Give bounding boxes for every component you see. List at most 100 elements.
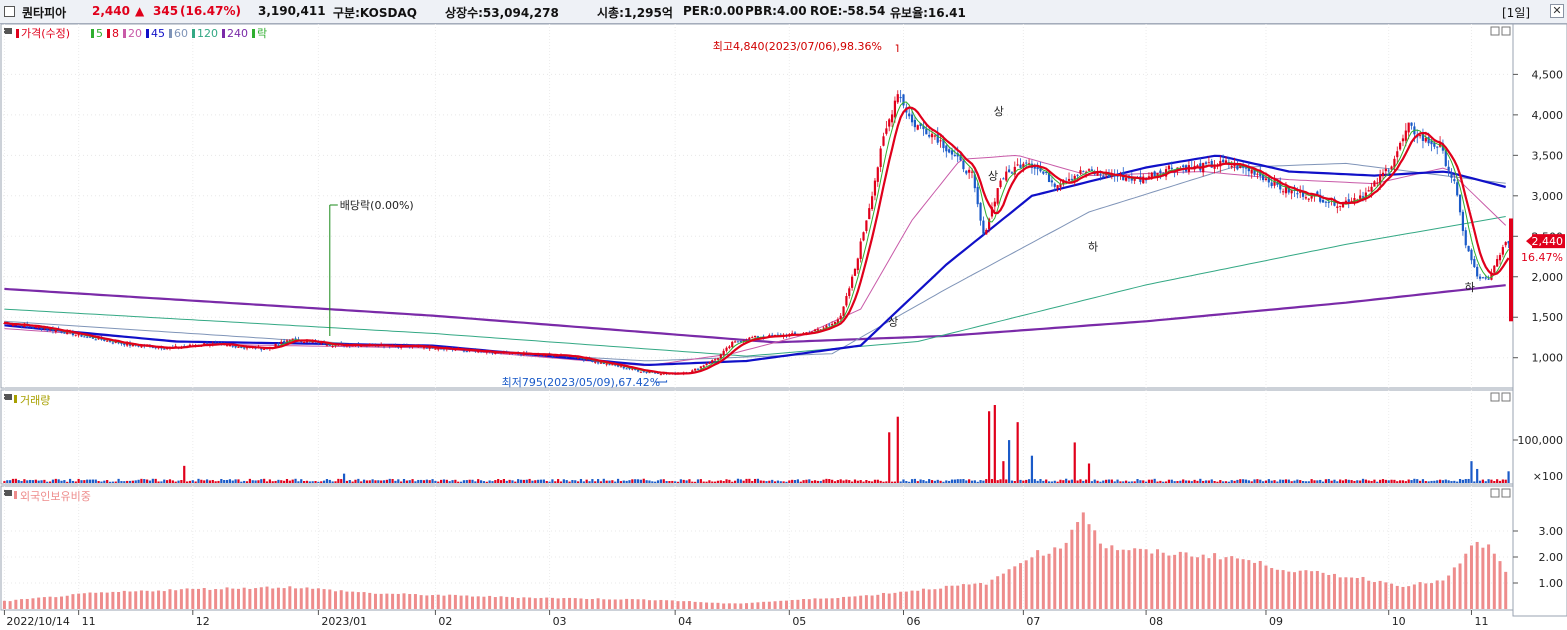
volume-bar (1222, 481, 1225, 483)
foreign-bar (625, 598, 629, 609)
volume-bar (382, 480, 386, 483)
foreign-bar (876, 594, 880, 609)
volume-bar (885, 481, 888, 483)
candle-body (1339, 205, 1342, 207)
candle-body (1490, 272, 1493, 280)
volume-bar (457, 481, 460, 483)
volume-bar (3, 481, 6, 483)
foreign-bar (870, 595, 874, 609)
candle-body (1045, 171, 1048, 173)
candle-body (582, 359, 585, 361)
candle-body (1467, 245, 1470, 252)
candle-body (648, 372, 651, 374)
volume-bar (368, 480, 371, 483)
volume-bar (862, 481, 865, 483)
candle-body (848, 288, 851, 296)
candle-body (83, 336, 86, 338)
volume-bar (822, 479, 825, 483)
volume-bar (1210, 479, 1213, 483)
foreign-bar (1030, 557, 1034, 609)
volume-bar (1202, 480, 1205, 483)
candle-body (1327, 201, 1330, 203)
volume-bar (311, 481, 314, 483)
candle-body (890, 114, 894, 123)
volume-bar (616, 478, 620, 483)
volume-bar (1079, 479, 1082, 483)
low-annotation: 최저795(2023/05/09),67.42% (502, 376, 661, 389)
volume-bar (1096, 480, 1099, 483)
volume-bar (1458, 479, 1462, 483)
volume-bar (925, 481, 928, 483)
volume-bar (1276, 481, 1279, 483)
volume-bar (511, 480, 514, 483)
candle-body (1287, 187, 1290, 193)
stock-name[interactable]: 퀀타피아 (22, 6, 67, 20)
close-icon[interactable]: ✕ (1550, 4, 1564, 18)
foreign-bar (1270, 568, 1274, 609)
foreign-bar (37, 597, 41, 609)
candle-body (1476, 266, 1479, 277)
volume-bar (702, 481, 705, 483)
volume-bar (756, 478, 760, 483)
volume-bar (274, 480, 277, 483)
candle-body (622, 366, 625, 369)
volume-bar (608, 480, 611, 483)
volume-bar (893, 481, 897, 483)
candle-body (108, 339, 112, 342)
foreign-bar (864, 595, 868, 609)
candle-body (859, 241, 862, 259)
foreign-bar (242, 587, 246, 609)
candle-body (277, 343, 280, 345)
foreign-bar (1315, 570, 1319, 609)
foreign-bar (973, 583, 977, 609)
candle-body (1167, 165, 1171, 170)
candle-body (40, 327, 43, 330)
volume-bar (679, 479, 682, 483)
volume-bar (88, 479, 92, 483)
volume-bar (71, 480, 75, 483)
candle-body (328, 344, 331, 346)
period-selector[interactable]: [1일] (1502, 6, 1531, 20)
candle-body (876, 167, 879, 182)
candle-body (970, 171, 974, 173)
select-checkbox[interactable] (4, 6, 15, 17)
volume-bar (1184, 480, 1188, 483)
volume-bar (522, 479, 525, 483)
y-tick-label: 2,000 (1532, 271, 1564, 284)
foreign-bar (1093, 530, 1097, 609)
volume-bar (494, 480, 497, 483)
volume-bar (1116, 479, 1119, 483)
volume-bar (1173, 481, 1176, 483)
candle-body (1407, 122, 1410, 133)
volume-bar (611, 480, 614, 483)
foreign-bar (379, 593, 383, 609)
header-bar: 퀀타피아 2,440 ▲ 345 (16.47%) 3,190,411 구분:K… (0, 0, 1567, 24)
foreign-bar (179, 589, 183, 609)
volume-bar (305, 480, 309, 483)
foreign-bar (236, 588, 240, 609)
candle-body (579, 358, 583, 360)
foreign-bar (533, 598, 537, 609)
volume-bar (999, 479, 1002, 483)
volume-bar (171, 480, 174, 483)
foreign-bar (933, 589, 937, 609)
volume-bar (705, 481, 708, 483)
volume-bar (1065, 478, 1068, 483)
volume-bar (200, 479, 203, 483)
candle-body (574, 356, 577, 359)
volume-bar (194, 481, 197, 483)
candle-body (845, 296, 848, 306)
volume-bar (990, 479, 994, 483)
candle-body (1079, 170, 1082, 174)
foreign-bar (1144, 549, 1148, 609)
candle-body (1253, 169, 1256, 175)
candle-body (1019, 164, 1022, 168)
volume-bar (205, 479, 209, 483)
upper-limit-marker: 상 (994, 105, 1004, 118)
foreign-bar (385, 593, 389, 609)
dividend-annotation: 배당락(0.00%) (340, 199, 414, 212)
volume-bar (1447, 480, 1450, 483)
foreign-bar (1087, 524, 1091, 609)
candle-body (1025, 162, 1028, 164)
candle-body (48, 328, 52, 330)
